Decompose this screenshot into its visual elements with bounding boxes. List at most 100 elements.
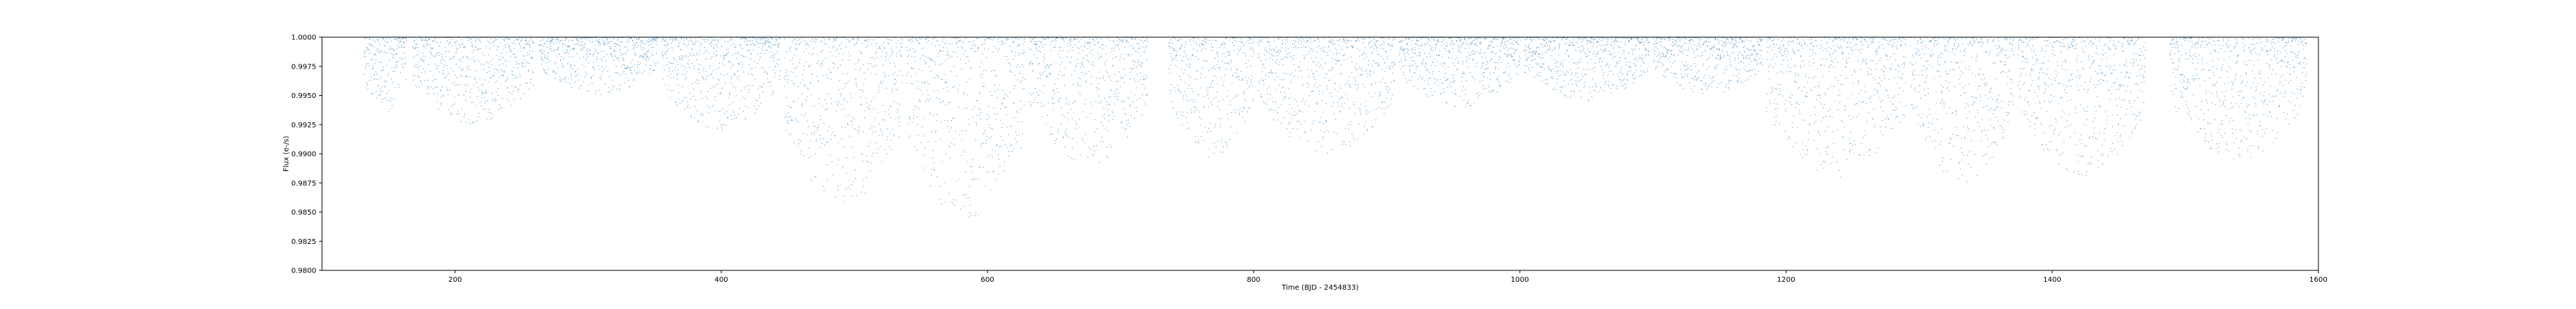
data-point [1085,134,1086,135]
data-point [981,44,982,46]
data-point [1013,41,1014,43]
data-point [557,39,560,41]
data-point [1213,75,1214,77]
data-point [1023,88,1025,89]
data-point [931,175,932,176]
data-point [990,127,992,129]
data-segment [661,36,781,131]
data-point [986,69,987,71]
data-point [500,38,502,39]
data-point [1040,74,1042,76]
data-point [1103,75,1104,77]
data-point [872,57,874,58]
data-point [1243,107,1244,108]
data-point [464,37,466,39]
data-point [923,47,924,49]
data-point [919,58,921,59]
data-point [1449,84,1450,85]
data-point [743,87,745,89]
data-point [1287,53,1289,54]
data-point [774,44,776,46]
data-point [381,71,382,72]
data-point [466,75,467,77]
data-point [582,44,583,46]
data-point [1118,92,1120,94]
data-point [425,48,426,49]
data-point [915,49,917,50]
data-point [1201,42,1203,44]
data-point [736,77,738,78]
data-point [415,46,416,49]
data-point [421,39,423,41]
data-point [1332,149,1334,150]
data-point [1444,62,1445,64]
data-point [434,37,435,39]
data-point [1172,107,1174,109]
data-point [1139,39,1141,41]
data-point [590,50,591,52]
data-point [952,87,954,89]
data-point [1018,54,1020,56]
data-point [1387,106,1389,107]
data-point [1455,89,1456,91]
data-point [391,82,393,83]
data-point [402,37,404,39]
data-point [941,203,942,205]
data-point [746,50,748,52]
data-point [1129,104,1131,106]
data-point [721,127,723,129]
data-point [589,49,590,50]
data-point [1438,55,1440,57]
data-point [1235,37,1236,39]
data-point [1480,49,1481,51]
data-point [955,44,957,45]
data-point [1106,104,1108,106]
data-point [1031,41,1033,42]
data-point [1334,82,1335,84]
data-point [451,58,452,59]
data-point [369,37,371,39]
data-point [736,57,738,59]
data-point [714,44,716,46]
data-point [987,38,989,39]
data-point [801,93,803,94]
data-point [882,134,884,135]
data-point [1312,91,1314,92]
data-point [431,37,432,39]
data-point [364,53,366,54]
data-point [746,84,748,87]
data-point [1214,57,1216,59]
data-point [855,79,857,81]
data-point [942,101,944,102]
data-point [960,208,961,210]
data-point [1081,64,1083,66]
data-point [1446,102,1448,104]
data-point [995,47,997,49]
data-point [477,39,479,40]
data-point [1138,47,1140,49]
data-segment [1257,36,1396,154]
data-segment [363,36,407,112]
data-point [883,81,884,82]
data-point [449,89,451,91]
data-point [381,91,383,92]
data-point [1411,48,1413,49]
data-point [593,69,595,71]
data-point [1007,39,1008,40]
data-point [836,50,837,52]
data-point [553,50,555,52]
data-point [1040,102,1043,104]
data-point [1228,90,1229,92]
data-point [376,39,378,41]
data-point [887,59,889,60]
data-point [1405,37,1407,39]
data-point [988,106,990,107]
data-point [887,136,889,137]
data-point [845,188,847,190]
data-point [1194,37,1196,39]
data-point [1328,46,1330,47]
data-point [565,76,567,77]
data-point [1177,84,1179,87]
data-point [989,124,990,126]
data-point [675,60,677,62]
